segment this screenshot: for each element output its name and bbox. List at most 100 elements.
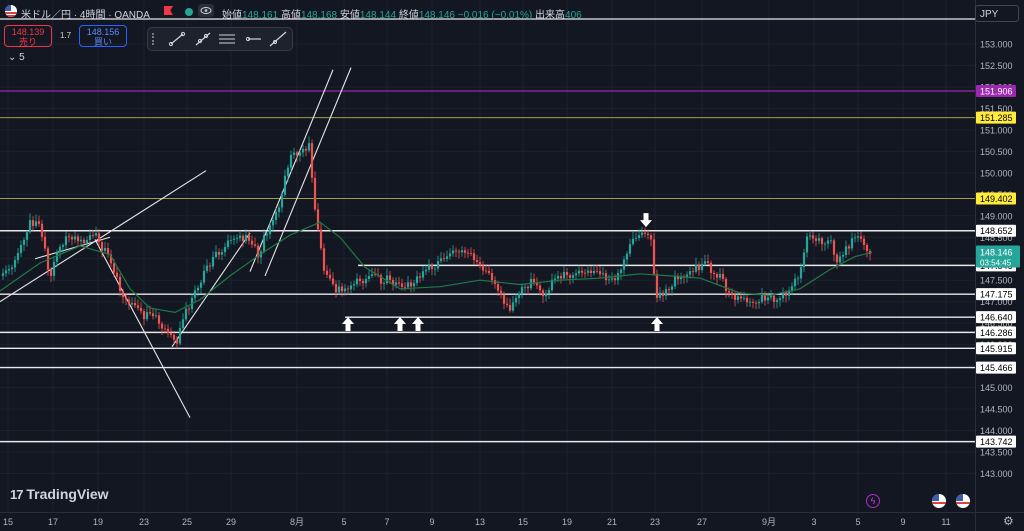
time-axis[interactable]: 15 17 19 23 25 29 8月 5 7 9 13 15 19 21 23 27 9月 3 5 9 11 xyxy=(0,512,1024,528)
candle-body xyxy=(256,245,260,258)
chevron-down-icon: ⌄ xyxy=(8,52,17,63)
candle-body xyxy=(409,282,413,287)
candle-body xyxy=(181,319,185,329)
candle-body xyxy=(49,269,53,276)
current-price-tag xyxy=(976,245,1020,268)
price-tick-label: 144.500 xyxy=(980,405,1013,415)
candle-body xyxy=(715,273,719,278)
candle-body xyxy=(541,290,545,297)
candle-body xyxy=(214,251,218,258)
price-tick-label: 150.500 xyxy=(980,147,1013,157)
us-flag-icon[interactable] xyxy=(932,494,946,508)
candle-body xyxy=(337,286,341,293)
candle-body xyxy=(202,270,206,283)
candle-body xyxy=(811,235,815,239)
candle-body xyxy=(751,301,755,303)
candle-body xyxy=(664,289,668,296)
flag-icon[interactable] xyxy=(164,6,173,15)
candle-body xyxy=(673,276,677,287)
candle-body xyxy=(724,278,728,292)
candle-body xyxy=(508,304,512,311)
candle-body xyxy=(835,254,839,263)
price-level-tag xyxy=(976,311,1016,324)
buy-button[interactable]: 148.156 買い xyxy=(79,25,127,47)
price-axis[interactable]: 153.000152.500152.000151.500151.000150.5… xyxy=(975,0,1024,531)
candle-body xyxy=(88,235,92,240)
candle-body xyxy=(457,251,461,253)
candle-body xyxy=(4,270,8,274)
buy-price: 148.156 xyxy=(86,27,120,37)
candle-body xyxy=(832,240,836,255)
candle-body xyxy=(649,235,653,240)
candle-body xyxy=(718,273,722,278)
candle-body xyxy=(778,298,782,301)
time-tick-label: 19 xyxy=(93,517,103,527)
price-level-lines[interactable] xyxy=(0,18,975,443)
us-flag-icon[interactable] xyxy=(956,494,970,508)
drag-handle[interactable] xyxy=(152,33,156,45)
price-tick-label: 152.500 xyxy=(980,61,1013,71)
horizontal-lines-icon[interactable] xyxy=(218,31,236,47)
candle-body xyxy=(472,253,476,260)
candle-body xyxy=(646,233,650,236)
candle-body xyxy=(397,282,401,284)
candle-body xyxy=(247,234,251,241)
candle-body xyxy=(388,275,392,280)
candle-body xyxy=(697,264,701,271)
candle-body xyxy=(244,234,248,241)
candle-body xyxy=(31,220,35,227)
candle-body xyxy=(469,253,473,254)
candle-body xyxy=(571,275,575,278)
lightning-icon[interactable]: ϟ xyxy=(866,494,880,508)
candle-body xyxy=(97,233,101,243)
candle-body xyxy=(856,236,860,238)
candle-body xyxy=(853,237,857,239)
eye-icon[interactable] xyxy=(198,4,214,17)
candle-body xyxy=(418,276,422,278)
ray-icon[interactable] xyxy=(194,31,212,47)
price-level-tag xyxy=(976,111,1016,124)
candle-body xyxy=(598,271,602,275)
candle-body xyxy=(805,236,809,253)
candle-body xyxy=(661,292,665,296)
candle-body xyxy=(847,246,851,249)
candle-body xyxy=(481,265,485,271)
candle-body xyxy=(574,273,578,276)
sell-label: 売り xyxy=(18,37,37,47)
price-level-tag xyxy=(976,288,1016,301)
price-level-tag xyxy=(976,224,1016,237)
sell-button[interactable]: 148.139 売り xyxy=(4,25,52,47)
candle-body xyxy=(325,270,329,275)
settings-icon[interactable]: ⚙ xyxy=(1003,514,1014,528)
candle-body xyxy=(511,302,515,311)
candle-body xyxy=(208,265,212,267)
candle-body xyxy=(169,332,173,335)
symbol-title[interactable]: 米ドル／円 · 4時間 · OANDA xyxy=(21,10,150,21)
extended-line-icon[interactable] xyxy=(269,31,287,47)
candle-body xyxy=(349,285,353,290)
candle-body xyxy=(517,293,521,299)
currency-button[interactable]: JPY xyxy=(975,5,1019,22)
candle-body xyxy=(370,274,374,277)
candle-body xyxy=(121,291,125,298)
horizontal-ray-icon[interactable] xyxy=(244,31,262,47)
indicators-toggle[interactable]: ⌄ 5 xyxy=(8,52,25,63)
price-level-label: 146.286 xyxy=(980,328,1013,338)
candle-body xyxy=(784,292,788,296)
candle-body xyxy=(706,261,710,263)
candle-body xyxy=(205,265,209,271)
candle-body xyxy=(157,315,161,324)
candle-body xyxy=(553,278,557,280)
candle-body xyxy=(634,238,638,239)
candle-body xyxy=(496,284,500,291)
price-level-label: 149.402 xyxy=(980,194,1013,204)
time-tick-label: 5 xyxy=(341,517,346,527)
price-tick-label: 153.000 xyxy=(980,40,1013,50)
up-arrow-icon xyxy=(412,317,424,332)
trend-line-icon[interactable] xyxy=(168,31,186,47)
candle-body xyxy=(40,223,44,237)
price-tick-label: 149.000 xyxy=(980,211,1013,221)
candle-body xyxy=(556,276,560,279)
candle-body xyxy=(829,240,833,242)
